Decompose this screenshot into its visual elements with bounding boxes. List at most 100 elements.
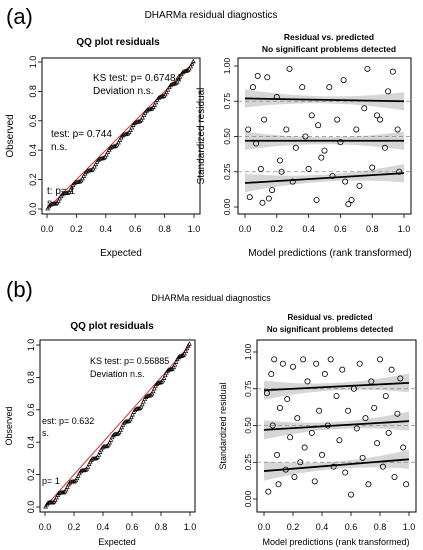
x-tick-label: 0.4 [97, 522, 110, 532]
residual-point [279, 360, 286, 367]
qq-point [107, 440, 113, 445]
y-tick-label: 0.25 [243, 454, 253, 471]
qq-point [184, 345, 190, 351]
x-tick-label: 1.0 [403, 522, 416, 532]
x-tick-label: 0.0 [239, 224, 252, 234]
qq-point [64, 484, 70, 489]
x-tick-label: 0.6 [126, 522, 139, 532]
residual-point [377, 116, 384, 123]
residual-plot-area [256, 339, 417, 513]
residual-point [289, 363, 296, 370]
qq-point [102, 154, 108, 159]
residual-point [326, 84, 333, 91]
residual-point [313, 360, 320, 367]
y-tick-label: 0.50 [222, 128, 232, 145]
qq-point [83, 467, 88, 472]
qq-point [45, 206, 51, 211]
qq-point [182, 351, 187, 356]
qq-point [116, 139, 121, 145]
residual-point [400, 444, 407, 451]
residual-point [356, 182, 363, 189]
y-tick-label: 0.2 [26, 468, 36, 481]
residual-point [353, 126, 360, 133]
qq-point [52, 497, 58, 502]
qq-point [190, 58, 196, 64]
x-tick-label: 0.8 [366, 224, 379, 234]
residual-point [318, 154, 325, 161]
residual-point [305, 165, 312, 172]
qq-point [130, 412, 135, 417]
qq-point [153, 99, 159, 105]
residual-point [257, 165, 264, 172]
residual-point [265, 195, 272, 202]
residual-point [403, 481, 410, 488]
qq-point [69, 184, 75, 190]
qq-point [53, 201, 59, 206]
residual-xlabel: Model predictions (rank transformed) [262, 537, 409, 547]
qq-ylabel: Observed [4, 406, 14, 445]
qq-point [172, 81, 178, 86]
residual-point [316, 407, 323, 414]
qq-title: QQ plot residuals [76, 37, 160, 48]
residual-point [259, 199, 266, 206]
qq-point [186, 66, 192, 71]
x-tick-label: 0.4 [316, 522, 329, 532]
residual-point [269, 422, 276, 429]
residual-point [396, 168, 403, 175]
residual-point [330, 463, 337, 470]
residual-point [292, 144, 299, 151]
x-tick-label: 1.0 [398, 224, 411, 234]
qq-point [152, 102, 157, 107]
x-tick-label: 0.6 [334, 224, 347, 234]
ks-test-text: KS test: p= 0.67484 [93, 73, 182, 84]
qq-point [116, 429, 122, 435]
x-tick-label: 0.0 [41, 224, 54, 234]
qq-point [84, 466, 90, 471]
y-tick-label: 0.25 [222, 163, 232, 180]
dispersion-ns-text: n.s. [51, 142, 67, 153]
residual-title-line1: Residual vs. predicted [284, 32, 374, 42]
qq-point [139, 401, 145, 407]
qq-point [141, 399, 146, 404]
x-tick-label: 0.4 [100, 224, 113, 234]
qq-point [141, 112, 147, 117]
qq-point [121, 132, 127, 137]
qq-y-ticks: 0.0 0.2 0.4 0.6 0.8 1.0 [28, 56, 42, 216]
y-tick-label: 0.0 [28, 203, 38, 216]
residual-point [269, 187, 276, 194]
dispersion-test-text: test: p= 0.744 [51, 129, 112, 140]
qq-point [65, 190, 71, 195]
dispersion-test-text: est: p= 0.632 [42, 416, 94, 426]
residual-point [308, 429, 315, 436]
x-tick-label: 0.8 [158, 224, 171, 234]
residual-point [300, 356, 307, 363]
qq-point [173, 359, 179, 364]
qq-point [97, 449, 103, 455]
residual-point [308, 112, 315, 119]
qq-y-ticks: 0.0 0.2 0.4 0.6 0.8 1.0 [26, 339, 40, 513]
quantile-line [263, 420, 410, 431]
deviation-text: Deviation n.s. [93, 86, 154, 97]
qq-point [162, 91, 168, 97]
qq-point [77, 179, 83, 184]
y-tick-label: 0.4 [26, 436, 36, 449]
residual-ylabel: Standardized residual [196, 88, 207, 185]
qq-point [106, 442, 111, 447]
qq-point [151, 386, 157, 391]
residual-point [350, 385, 357, 392]
residual-point [318, 451, 325, 458]
qq-point [176, 76, 182, 82]
y-tick-label: 0.8 [26, 371, 36, 384]
residual-point [348, 196, 355, 203]
residual-point [299, 84, 306, 91]
qq-point [74, 475, 80, 481]
residual-point [381, 144, 388, 151]
qq-plot: QQ plot residuals KS test: p= 0.56885 De… [4, 321, 196, 547]
qq-point [109, 144, 115, 149]
residual-point [385, 429, 392, 436]
y-tick-label: 0.6 [26, 404, 36, 417]
residual-point [324, 422, 331, 429]
qq-point [117, 137, 123, 142]
qq-point [113, 143, 119, 148]
x-tick-label: 0.2 [271, 224, 284, 234]
